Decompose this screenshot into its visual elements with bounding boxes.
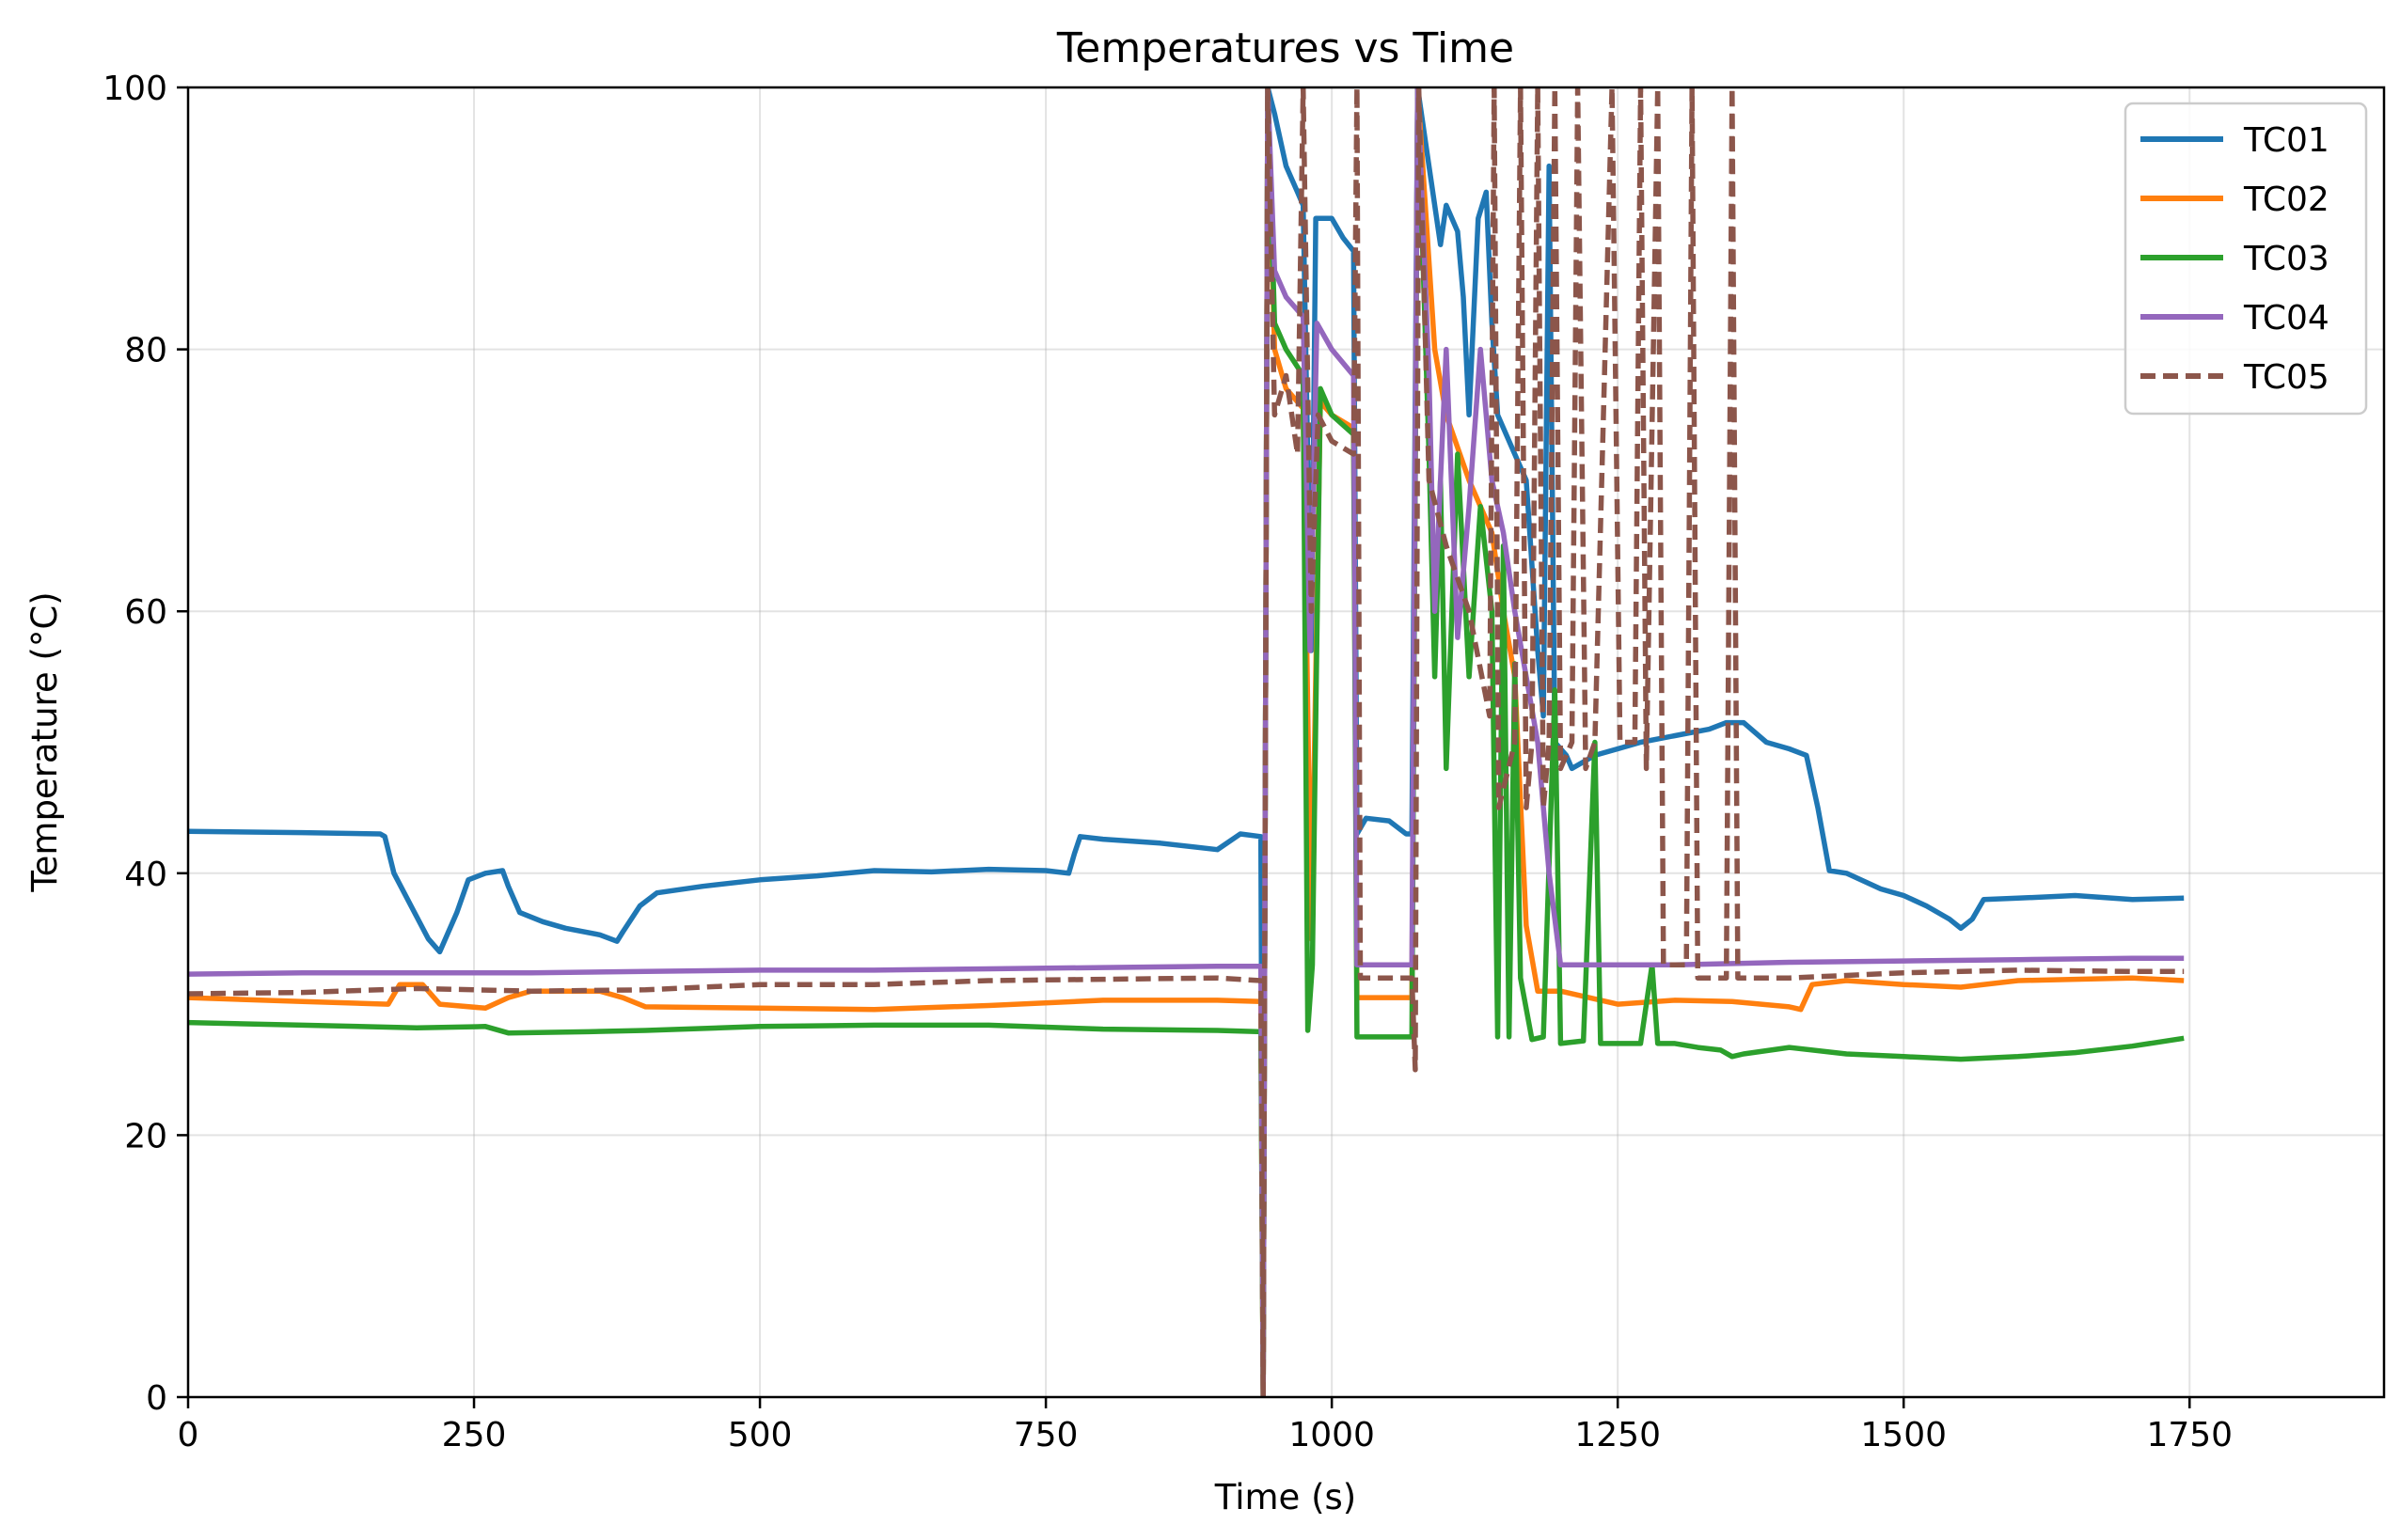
x-tick-label: 250 (442, 1416, 507, 1454)
x-tick-label: 0 (178, 1416, 199, 1454)
x-tick-label: 500 (728, 1416, 793, 1454)
y-tick-label: 40 (124, 856, 167, 894)
y-tick-label: 60 (124, 593, 167, 632)
legend-box (2124, 102, 2368, 416)
y-tick-label: 100 (103, 70, 167, 108)
y-tick-label: 20 (124, 1117, 167, 1155)
y-tick-label: 0 (146, 1379, 167, 1418)
x-tick-label: 1000 (1288, 1416, 1375, 1454)
legend-label-tc02: TC02 (2243, 181, 2329, 219)
series-group (188, 87, 2185, 1397)
x-tick-label: 750 (1014, 1416, 1079, 1454)
x-axis-ticks: 0 250 500 750 1000 1250 1500 1750 (178, 1397, 2233, 1454)
y-tick-label: 80 (124, 332, 167, 370)
legend: TC01 TC02 TC03 TC04 TC05 (2124, 102, 2368, 416)
legend-label-tc04: TC04 (2243, 299, 2329, 338)
series-line-tc04 (188, 87, 2185, 1397)
x-tick-label: 1500 (1860, 1416, 1947, 1454)
axes-frame (186, 86, 2386, 1399)
y-axis-label: Temperature (°C) (24, 591, 65, 892)
y-axis-ticks: 0 20 40 60 80 100 (103, 70, 188, 1418)
x-tick-label: 1250 (1574, 1416, 1661, 1454)
series-line-tc05 (188, 87, 2185, 1397)
chart-title: Temperatures vs Time (1056, 24, 1514, 72)
plot-area (188, 87, 2384, 1397)
x-axis-label: Time (s) (1214, 1477, 1356, 1517)
legend-label-tc05: TC05 (2243, 358, 2329, 397)
x-tick-label: 1750 (2146, 1416, 2233, 1454)
legend-label-tc01: TC01 (2243, 121, 2329, 160)
legend-label-tc03: TC03 (2243, 240, 2329, 278)
